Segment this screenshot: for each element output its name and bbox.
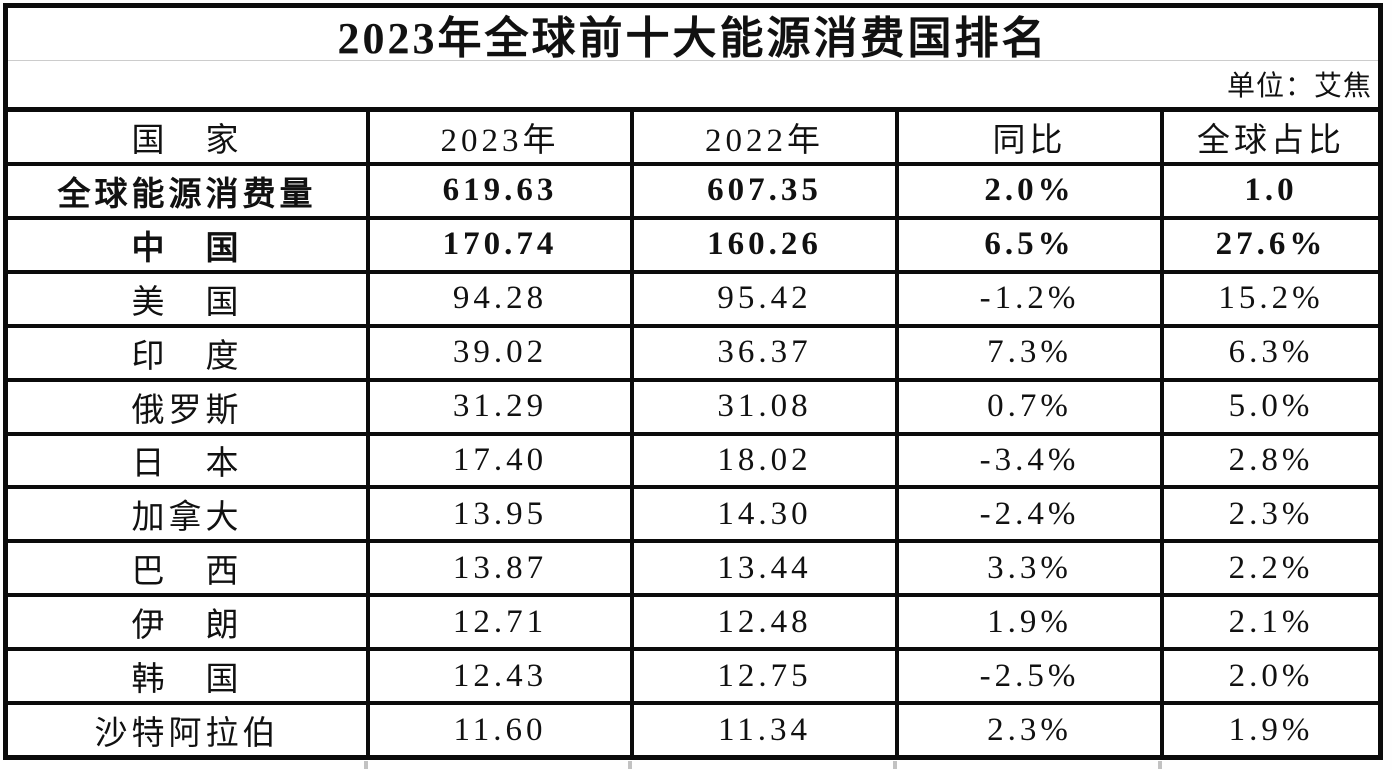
yoy-cell: -3.4% — [895, 435, 1160, 486]
table-row: 沙特阿拉伯 11.60 11.34 2.3% 1.9% — [8, 701, 1378, 756]
yoy-cell: 3.3% — [895, 543, 1160, 594]
value-2023-cell: 170.74 — [366, 219, 630, 270]
country-cell: 美 国 — [131, 284, 243, 321]
header-row: 国 家 2023年 2022年 同比 全球占比 — [8, 112, 1378, 162]
header-global-share: 全球占比 — [1160, 112, 1378, 162]
country-cell: 韩 国 — [131, 662, 243, 699]
value-2022-cell: 607.35 — [630, 165, 895, 216]
share-cell: 2.0% — [1160, 651, 1378, 702]
yoy-cell: 6.5% — [895, 219, 1160, 270]
table-row: 韩 国 12.43 12.75 -2.5% 2.0% — [8, 647, 1378, 702]
unit-row: 单位：艾焦 — [8, 61, 1378, 112]
yoy-cell: 2.0% — [895, 165, 1160, 216]
country-cell: 沙特阿拉伯 — [94, 716, 280, 753]
value-2023-cell: 13.95 — [366, 489, 630, 540]
table-row: 印 度 39.02 36.37 7.3% 6.3% — [8, 323, 1378, 378]
country-cell: 巴 西 — [131, 554, 243, 591]
table-row: 伊 朗 12.71 12.48 1.9% 2.1% — [8, 593, 1378, 648]
share-cell: 2.2% — [1160, 543, 1378, 594]
value-2022-cell: 11.34 — [630, 705, 895, 756]
share-cell: 2.3% — [1160, 489, 1378, 540]
table-row: 日 本 17.40 18.02 -3.4% 2.8% — [8, 431, 1378, 486]
unit-label: 单位：艾焦 — [1226, 71, 1372, 102]
country-cell: 全球能源消费量 — [57, 176, 317, 213]
value-2022-cell: 31.08 — [630, 381, 895, 432]
cutoff-line-stub — [628, 761, 632, 769]
value-2023-cell: 17.40 — [366, 435, 630, 486]
value-2022-cell: 12.48 — [630, 597, 895, 648]
header-2022: 2022年 — [630, 112, 895, 162]
country-cell: 俄罗斯 — [131, 392, 243, 429]
share-cell: 2.1% — [1160, 597, 1378, 648]
cutoff-line-stub — [364, 761, 368, 769]
cutoff-line-stub — [1158, 761, 1162, 769]
share-cell: 1.9% — [1160, 705, 1378, 756]
value-2023-cell: 12.43 — [366, 651, 630, 702]
value-2022-cell: 13.44 — [630, 543, 895, 594]
table-row: 俄罗斯 31.29 31.08 0.7% 5.0% — [8, 377, 1378, 432]
value-2022-cell: 95.42 — [630, 273, 895, 324]
yoy-cell: 2.3% — [895, 705, 1160, 756]
share-cell: 2.8% — [1160, 435, 1378, 486]
yoy-cell: -2.5% — [895, 651, 1160, 702]
share-cell: 27.6% — [1160, 219, 1378, 270]
ranking-table: 2023年全球前十大能源消费国排名 单位：艾焦 国 家 2023年 2022年 … — [3, 3, 1383, 760]
table-body: 国 家 2023年 2022年 同比 全球占比 全球能源消费量 619.63 607… — [8, 112, 1378, 756]
header-2023: 2023年 — [366, 112, 630, 162]
country-cell: 中 国 — [131, 230, 243, 267]
table-row: 加拿大 13.95 14.30 -2.4% 2.3% — [8, 485, 1378, 540]
yoy-cell: -2.4% — [895, 489, 1160, 540]
country-cell: 伊 朗 — [131, 608, 243, 645]
share-cell: 6.3% — [1160, 327, 1378, 378]
table-row: 巴 西 13.87 13.44 3.3% 2.2% — [8, 539, 1378, 594]
table-row: 美 国 94.28 95.42 -1.2% 15.2% — [8, 269, 1378, 324]
value-2023-cell: 39.02 — [366, 327, 630, 378]
value-2023-cell: 31.29 — [366, 381, 630, 432]
share-cell: 15.2% — [1160, 273, 1378, 324]
share-cell: 1.0 — [1160, 165, 1378, 216]
table-row: 中 国 170.74 160.26 6.5% 27.6% — [8, 215, 1378, 270]
value-2022-cell: 12.75 — [630, 651, 895, 702]
value-2022-cell: 14.30 — [630, 489, 895, 540]
cutoff-line-stub — [893, 761, 897, 769]
header-yoy: 同比 — [895, 112, 1160, 162]
value-2023-cell: 13.87 — [366, 543, 630, 594]
header-country: 国 家 — [131, 122, 243, 159]
value-2023-cell: 12.71 — [366, 597, 630, 648]
share-cell: 5.0% — [1160, 381, 1378, 432]
country-cell: 加拿大 — [131, 500, 243, 537]
value-2022-cell: 18.02 — [630, 435, 895, 486]
country-cell: 印 度 — [131, 338, 243, 375]
value-2023-cell: 11.60 — [366, 705, 630, 756]
value-2023-cell: 619.63 — [366, 165, 630, 216]
yoy-cell: 0.7% — [895, 381, 1160, 432]
yoy-cell: 1.9% — [895, 597, 1160, 648]
value-2023-cell: 94.28 — [366, 273, 630, 324]
yoy-cell: 7.3% — [895, 327, 1160, 378]
yoy-cell: -1.2% — [895, 273, 1160, 324]
value-2022-cell: 160.26 — [630, 219, 895, 270]
country-cell: 日 本 — [131, 446, 243, 483]
table-row: 全球能源消费量 619.63 607.35 2.0% 1.0 — [8, 161, 1378, 216]
table-title: 2023年全球前十大能源消费国排名 — [8, 8, 1378, 63]
value-2022-cell: 36.37 — [630, 327, 895, 378]
